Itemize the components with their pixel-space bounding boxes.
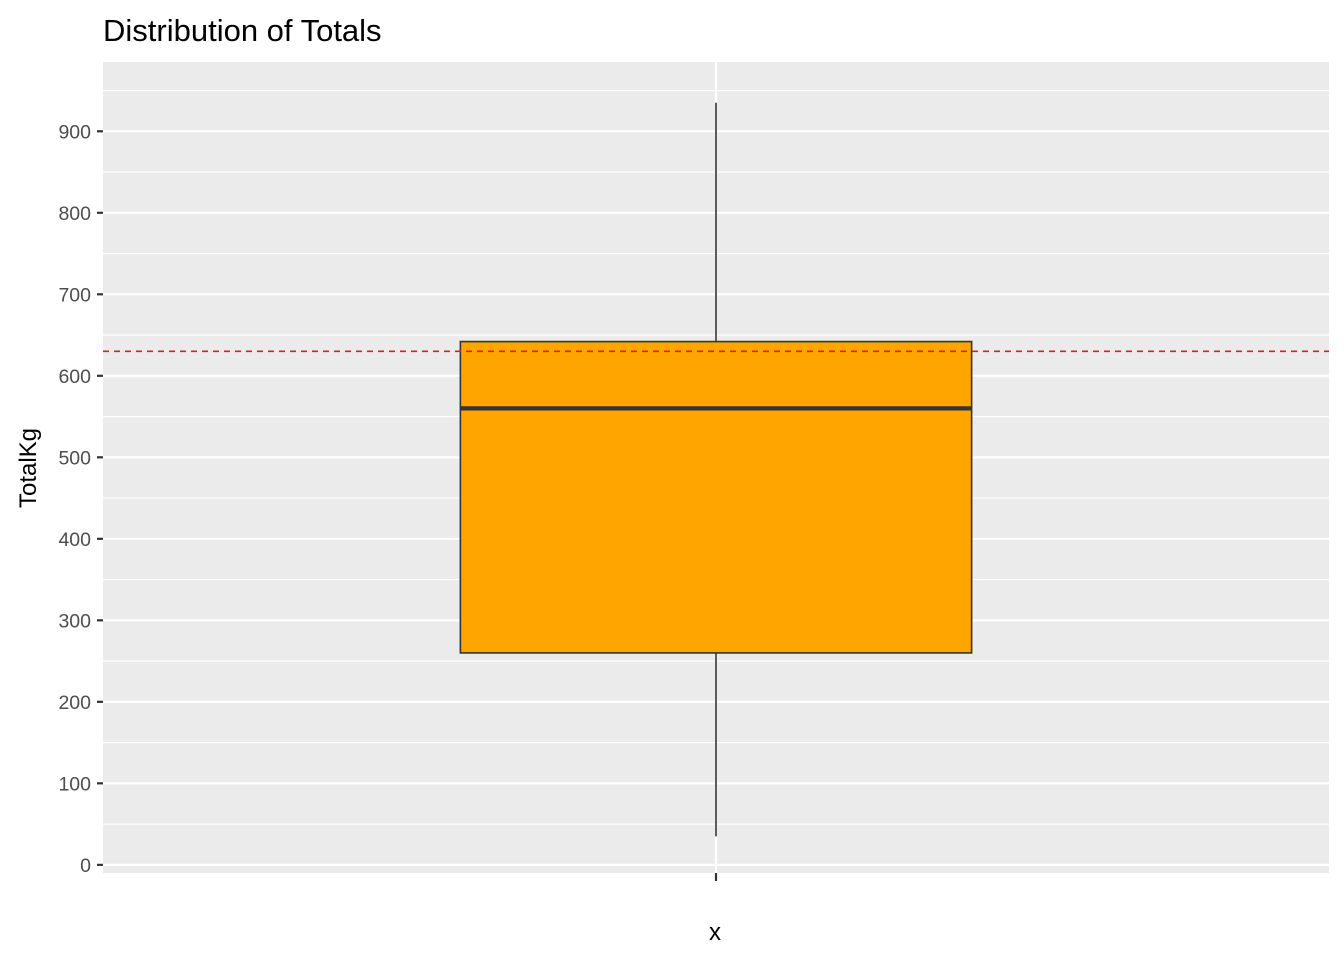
chart-title: Distribution of Totals <box>103 13 382 48</box>
y-tick-label: 800 <box>58 203 91 225</box>
y-tick-label: 400 <box>58 529 91 551</box>
y-tick-label: 900 <box>58 121 91 143</box>
x-axis-title: x <box>709 919 721 946</box>
y-axis: 0 100 200 300 400 500 600 700 800 900 <box>58 121 103 877</box>
y-tick-label: 500 <box>58 447 91 469</box>
y-tick-label: 700 <box>58 284 91 306</box>
box <box>459 340 973 654</box>
box-marks <box>459 102 973 837</box>
y-tick-label: 300 <box>58 610 91 632</box>
y-axis-title: TotalKg <box>15 428 42 508</box>
y-tick-label: 0 <box>80 855 91 877</box>
y-tick-label: 600 <box>58 366 91 388</box>
y-tick-label: 100 <box>58 773 91 795</box>
y-tick-label: 200 <box>58 692 91 714</box>
